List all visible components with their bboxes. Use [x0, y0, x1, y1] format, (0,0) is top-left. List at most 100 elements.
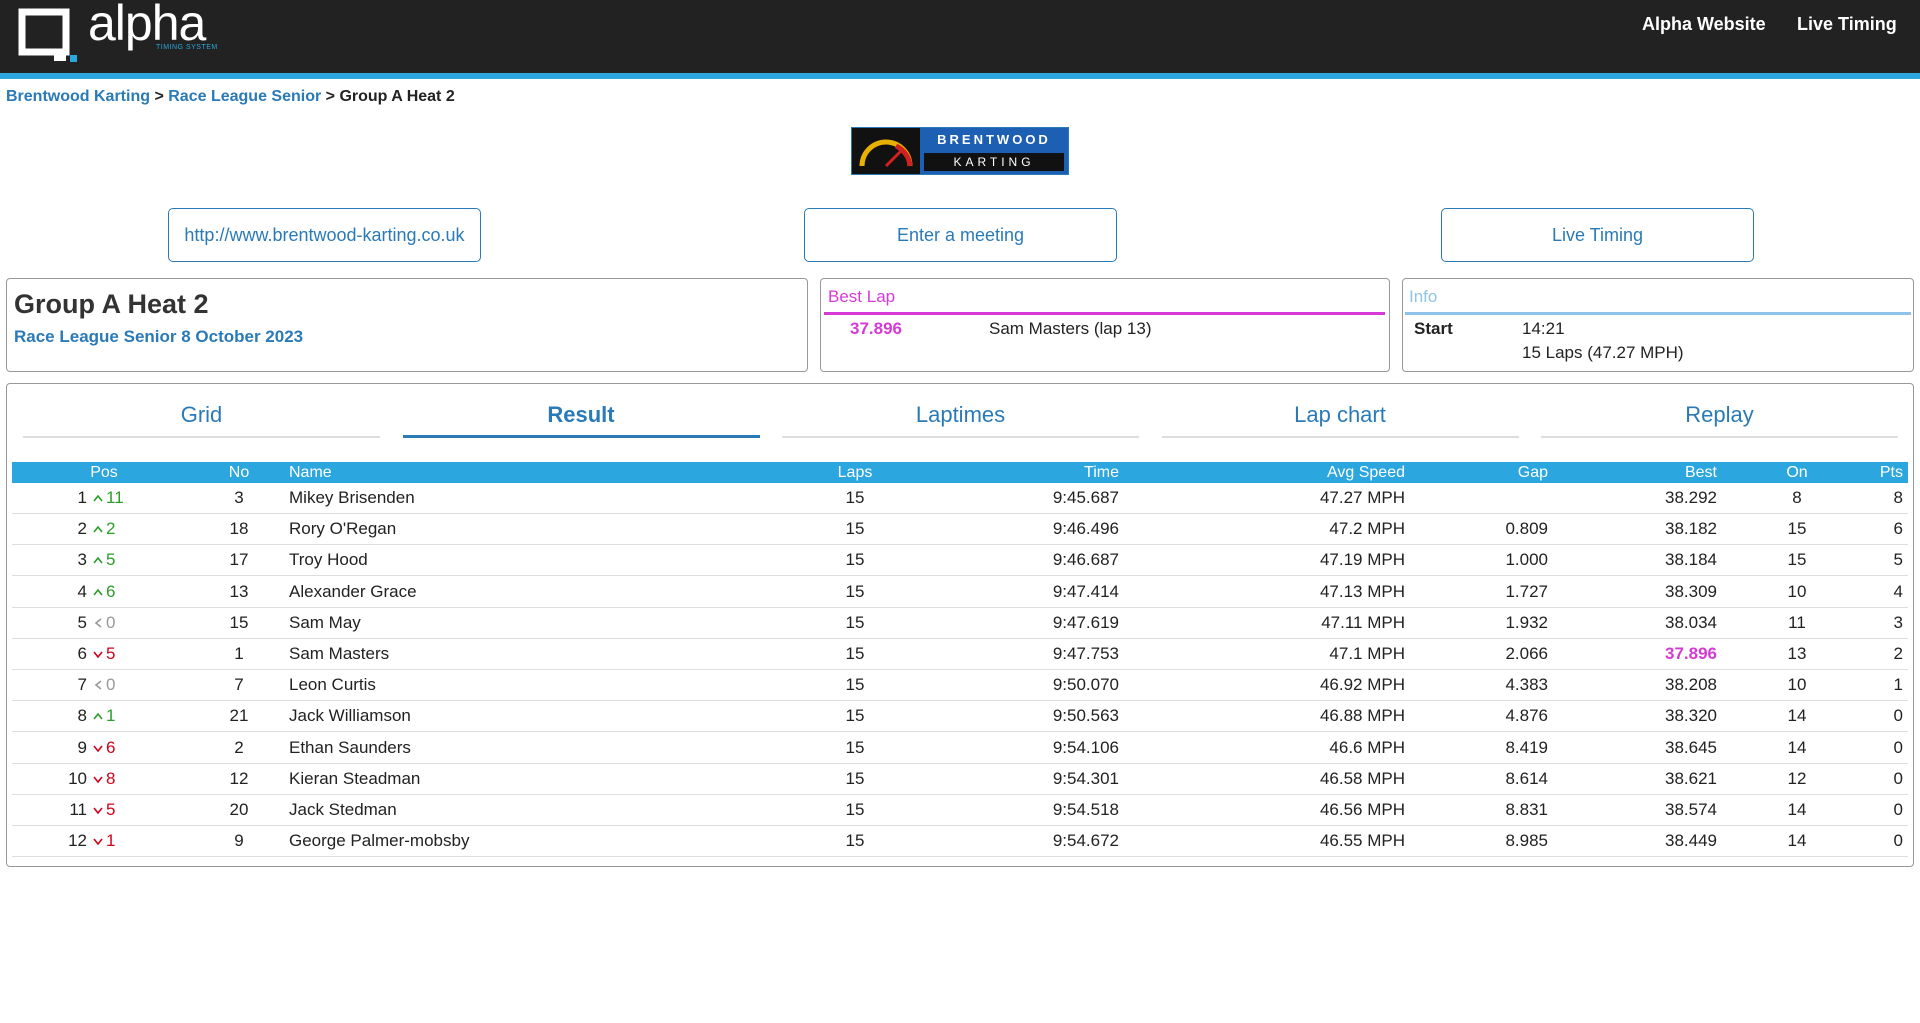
position: 1: [77, 488, 87, 507]
best-lap-driver: Sam Masters (lap 13): [989, 319, 1152, 338]
change-value: 0: [106, 612, 116, 632]
breadcrumb-separator: >: [154, 88, 164, 105]
nav-link[interactable]: Live Timing: [1797, 14, 1897, 34]
cell-laps: 15: [845, 644, 865, 663]
change-arrow: [93, 651, 103, 659]
live-timing-button[interactable]: Live Timing: [1441, 208, 1754, 262]
cell-laps: 15: [845, 737, 865, 757]
tab[interactable]: Replay: [1541, 402, 1898, 438]
cell-pts: 1: [1893, 675, 1903, 695]
position-change: 6: [92, 577, 182, 607]
cell-pts: 0: [1893, 831, 1903, 851]
event-panel: Group A Heat 2 Race League Senior 8 Octo…: [6, 278, 808, 372]
cell-time: 9:54.518: [1052, 800, 1119, 819]
tab[interactable]: Laptimes: [782, 402, 1139, 438]
cell-gap: 8.419: [1505, 737, 1548, 757]
cell-name: Jack Williamson: [289, 706, 411, 726]
position: 3: [77, 550, 87, 570]
cell-name: Ethan Saunders: [289, 737, 411, 757]
banner-text: BRENTWOOD: [937, 132, 1051, 147]
position-change: 5: [92, 639, 182, 669]
breadcrumb-link[interactable]: Race League Senior: [168, 88, 322, 105]
cell-pts: 2: [1893, 644, 1903, 663]
cell-laps: 15: [845, 675, 865, 695]
breadcrumb-link[interactable]: Brentwood Karting: [6, 88, 150, 105]
banner-gauge: [852, 128, 920, 174]
event-title: Group A Heat 2: [14, 289, 209, 319]
column-header: Laps: [837, 463, 873, 481]
cell-gap: 8.614: [1505, 768, 1548, 788]
event-subtitle: Race League Senior 8 October 2023: [14, 327, 304, 346]
cell-no: 13: [229, 581, 249, 601]
cell-name: Jack Stedman: [289, 800, 397, 819]
tab[interactable]: Lap chart: [1161, 402, 1519, 438]
column-header: Pos: [90, 463, 118, 481]
cell-name: Leon Curtis: [289, 675, 376, 695]
cell-on: 13: [1787, 644, 1807, 663]
cell-avg: 47.1 MPH: [1329, 644, 1405, 663]
tab[interactable]: Result: [402, 402, 760, 438]
column-header: Avg Speed: [1327, 463, 1405, 481]
panel-underline: [824, 312, 1385, 315]
position: 10: [68, 768, 87, 788]
cell-on: 10: [1787, 581, 1807, 601]
column-header: Name: [289, 463, 332, 481]
table-row: 1 11 3 Mikey Brisenden 15 9:45.687 47.27 MPH 38…: [12, 483, 1908, 514]
cell-time: 9:47.619: [1052, 612, 1119, 632]
position: 5: [77, 612, 87, 632]
cell-gap: 8.831: [1505, 800, 1548, 819]
cell-avg: 46.6 MPH: [1329, 737, 1405, 757]
position-change: 0: [92, 670, 182, 700]
cell-best: 38.320: [1665, 706, 1717, 726]
breadcrumb: Brentwood Karting > Race League Senior >…: [6, 88, 455, 106]
position: 2: [77, 519, 87, 539]
tab[interactable]: Grid: [23, 402, 380, 438]
cell-avg: 46.92 MPH: [1319, 675, 1405, 695]
position: 9: [77, 737, 87, 757]
cell-name: George Palmer-mobsby: [289, 831, 470, 851]
cell-name: Sam May: [289, 612, 361, 632]
cell-pts: 5: [1893, 550, 1903, 570]
cell-no: 20: [229, 800, 249, 819]
cell-on: 15: [1787, 519, 1807, 539]
cell-best: 38.574: [1665, 800, 1717, 819]
cell-avg: 47.27 MPH: [1319, 488, 1405, 507]
logo-icon: [18, 8, 77, 62]
info-panel: Info Start 14:21 15 Laps (47.27 MPH): [1402, 278, 1914, 372]
change-value: 8: [106, 768, 116, 788]
cell-gap: 8.985: [1505, 831, 1548, 851]
cell-gap: 1.727: [1505, 581, 1548, 601]
info-label: Start: [1414, 319, 1453, 338]
logo-text: alpha: [88, 0, 206, 51]
cell-best: 38.449: [1665, 831, 1717, 851]
table-row: 7 0 7 Leon Curtis 15 9:50.070 46.92 MPH 4.383 38…: [12, 670, 1908, 702]
website-button[interactable]: http://www.brentwood-karting.co.uk: [168, 208, 481, 262]
cell-on: 11: [1788, 612, 1806, 632]
nav-link[interactable]: Alpha Website: [1642, 14, 1766, 34]
breadcrumb-current: Group A Heat 2: [339, 88, 455, 105]
position-change: 5: [92, 795, 182, 825]
cell-name: Rory O'Regan: [289, 519, 397, 539]
change-value: 6: [106, 581, 116, 601]
table-row: 6 5 1 Sam Masters 15 9:47.753 47.1 MPH 2.066 37.…: [12, 639, 1908, 670]
cell-time: 9:47.753: [1052, 644, 1119, 663]
cell-name: Alexander Grace: [289, 581, 417, 601]
cell-laps: 15: [845, 519, 865, 539]
change-value: 1: [106, 831, 116, 851]
cell-name: Troy Hood: [289, 550, 368, 570]
cell-on: 12: [1787, 768, 1807, 788]
cell-best: 38.292: [1665, 488, 1717, 507]
change-value: 6: [106, 737, 116, 757]
cell-no: 2: [234, 737, 244, 757]
cell-gap: 4.383: [1505, 675, 1548, 695]
cell-laps: 15: [845, 612, 865, 632]
cell-pts: 3: [1893, 612, 1903, 632]
meeting-button[interactable]: Enter a meeting: [804, 208, 1117, 262]
cell-no: 1: [234, 644, 244, 663]
cell-pts: 6: [1893, 519, 1903, 539]
cell-avg: 46.88 MPH: [1319, 706, 1405, 726]
cell-no: 7: [234, 675, 244, 695]
change-arrow: [93, 776, 103, 784]
cell-pts: 0: [1893, 768, 1903, 788]
